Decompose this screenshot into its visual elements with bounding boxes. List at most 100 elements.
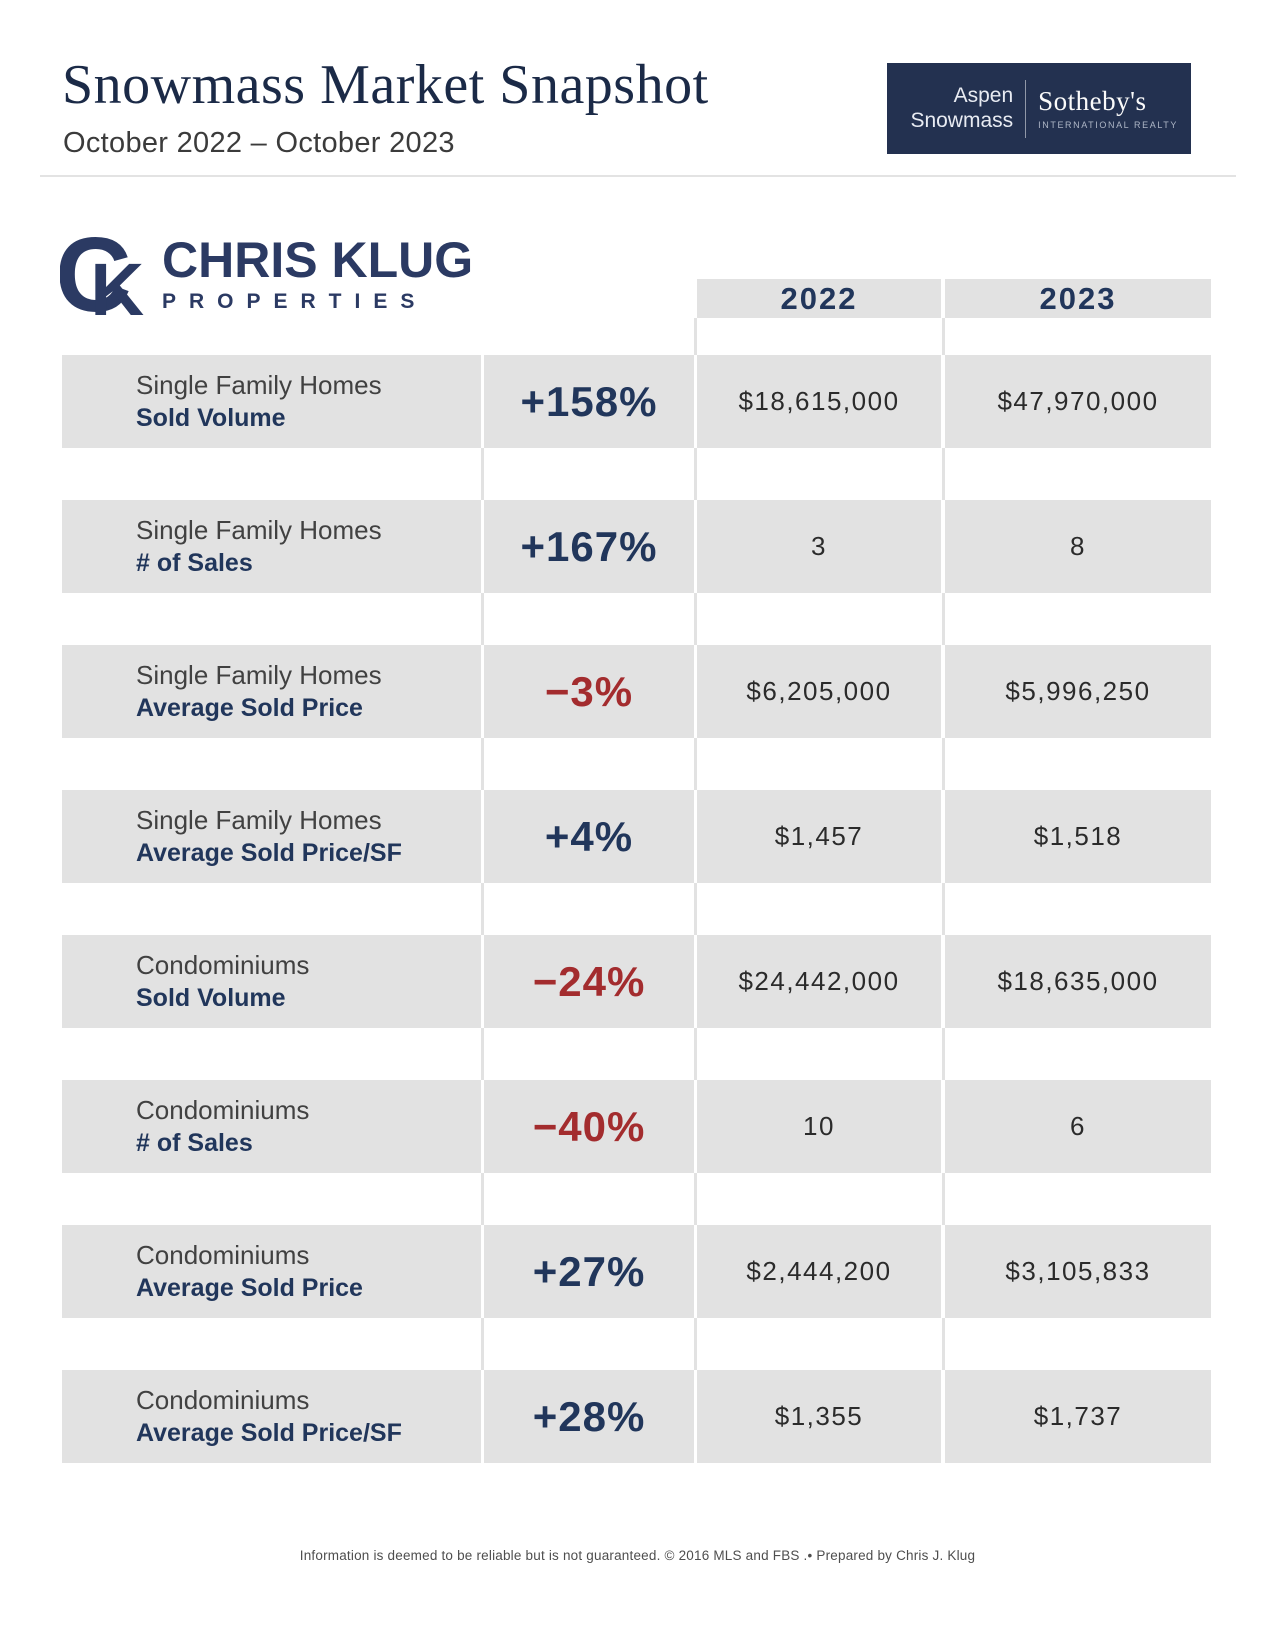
- row-category: Single Family Homes: [136, 369, 382, 400]
- metric-label-cell: Condominiums Average Sold Price: [62, 1225, 481, 1318]
- change-cell: +27%: [484, 1225, 694, 1318]
- row-category: Condominiums: [136, 949, 310, 980]
- metric-label-cell: Condominiums Sold Volume: [62, 935, 481, 1028]
- value-2022-cell: $1,457: [697, 790, 941, 883]
- page-title: Snowmass Market Snapshot: [62, 54, 709, 116]
- value-2023-cell: $1,518: [945, 790, 1211, 883]
- value-2023: $5,996,250: [1005, 676, 1151, 706]
- change-percent: +167%: [520, 522, 658, 570]
- row-metric: Average Sold Price: [136, 694, 363, 723]
- value-2022-cell: $6,205,000: [697, 645, 941, 738]
- value-2023: $18,635,000: [997, 966, 1159, 996]
- row-category: Condominiums: [136, 1384, 310, 1415]
- brand-divider: [1025, 79, 1027, 138]
- value-2022: $18,615,000: [738, 386, 900, 416]
- value-2022: 3: [811, 531, 827, 561]
- value-2023-cell: 6: [945, 1080, 1211, 1173]
- svg-text:C: C: [60, 226, 132, 318]
- change-cell: −40%: [484, 1080, 694, 1173]
- column-divider-line: [942, 738, 945, 790]
- brand-tagline: INTERNATIONAL REALTY: [1038, 119, 1178, 130]
- value-2023-cell: $47,970,000: [945, 355, 1211, 448]
- value-2022: 10: [803, 1111, 835, 1141]
- value-2023: 8: [1070, 531, 1086, 561]
- value-2022-cell: $2,444,200: [697, 1225, 941, 1318]
- change-cell: −3%: [484, 645, 694, 738]
- column-divider-line: [694, 448, 697, 500]
- change-percent: +4%: [544, 812, 634, 860]
- row-metric: Average Sold Price/SF: [136, 1419, 402, 1448]
- agency-name: CHRIS KLUG: [162, 232, 474, 288]
- chris-klug-logo: C K CHRIS KLUG PROPERTIES: [60, 226, 473, 318]
- column-divider-line: [694, 593, 697, 645]
- row-category: Condominiums: [136, 1094, 310, 1125]
- value-2022: $1,355: [774, 1401, 864, 1431]
- change-percent: −40%: [532, 1102, 646, 1150]
- change-cell: −24%: [484, 935, 694, 1028]
- value-2022: $1,457: [774, 821, 864, 851]
- row-category: Single Family Homes: [136, 659, 382, 690]
- header-divider: [40, 175, 1236, 177]
- metric-label-cell: Single Family Homes # of Sales: [62, 500, 481, 593]
- ck-monogram-icon: C K: [60, 226, 144, 318]
- change-percent: −24%: [532, 957, 646, 1005]
- value-2022-cell: $18,615,000: [697, 355, 941, 448]
- value-2022-cell: $1,355: [697, 1370, 941, 1463]
- row-metric: Average Sold Price/SF: [136, 839, 402, 868]
- column-divider-line: [481, 883, 484, 935]
- table-row: Single Family Homes # of Sales +167% 3 8: [62, 500, 1211, 593]
- metric-label-cell: Single Family Homes Sold Volume: [62, 355, 481, 448]
- brand-location-line2: Snowmass: [910, 108, 1014, 132]
- value-2023: 6: [1070, 1111, 1086, 1141]
- value-2023: $1,518: [1033, 821, 1123, 851]
- table-row: Condominiums Average Sold Price +27% $2,444…: [62, 1225, 1211, 1318]
- column-divider-line: [694, 1173, 697, 1225]
- value-2022-cell: $24,442,000: [697, 935, 941, 1028]
- change-percent: +27%: [532, 1247, 646, 1295]
- row-metric: # of Sales: [136, 1129, 253, 1158]
- value-2023: $47,970,000: [997, 386, 1159, 416]
- change-cell: +4%: [484, 790, 694, 883]
- column-divider-line: [694, 1028, 697, 1080]
- row-metric: # of Sales: [136, 549, 253, 578]
- value-2023-cell: $1,737: [945, 1370, 1211, 1463]
- row-metric: Average Sold Price: [136, 1274, 363, 1303]
- value-2023-cell: $18,635,000: [945, 935, 1211, 1028]
- column-divider-line: [481, 1318, 484, 1370]
- agency-subname: PROPERTIES: [162, 290, 428, 313]
- brand-location: Aspen Snowmass: [910, 84, 1013, 134]
- metric-label-cell: Single Family Homes Average Sold Price/SF: [62, 790, 481, 883]
- change-percent: +158%: [520, 377, 658, 425]
- row-category: Single Family Homes: [136, 514, 382, 545]
- column-divider-line: [481, 1028, 484, 1080]
- column-divider-line: [694, 1318, 697, 1370]
- value-2022: $6,205,000: [746, 676, 892, 706]
- column-divider-line: [942, 1173, 945, 1225]
- column-divider-line: [694, 318, 697, 355]
- table-row: Single Family Homes Average Sold Price −3%…: [62, 645, 1211, 738]
- column-divider-line: [942, 1318, 945, 1370]
- change-cell: +28%: [484, 1370, 694, 1463]
- change-percent: −3%: [544, 667, 634, 715]
- brand-name: Sotheby's: [1038, 85, 1147, 116]
- value-2023-cell: $5,996,250: [945, 645, 1211, 738]
- brand-location-line1: Aspen: [953, 83, 1014, 107]
- svg-text:K: K: [90, 248, 144, 318]
- column-header-2023: 2023: [945, 279, 1211, 318]
- table-row: Condominiums # of Sales −40% 10 6: [62, 1080, 1211, 1173]
- column-divider-line: [942, 883, 945, 935]
- value-2022: $2,444,200: [746, 1256, 892, 1286]
- value-2023-cell: $3,105,833: [945, 1225, 1211, 1318]
- column-divider-line: [481, 593, 484, 645]
- change-percent: +28%: [532, 1392, 646, 1440]
- metric-label-cell: Condominiums Average Sold Price/SF: [62, 1370, 481, 1463]
- column-divider-line: [942, 318, 945, 355]
- date-range: October 2022 – October 2023: [63, 127, 455, 159]
- column-divider-line: [481, 1173, 484, 1225]
- column-divider-line: [481, 738, 484, 790]
- column-divider-line: [942, 448, 945, 500]
- row-category: Condominiums: [136, 1239, 310, 1270]
- change-cell: +167%: [484, 500, 694, 593]
- metric-label-cell: Condominiums # of Sales: [62, 1080, 481, 1173]
- value-2022-cell: 3: [697, 500, 941, 593]
